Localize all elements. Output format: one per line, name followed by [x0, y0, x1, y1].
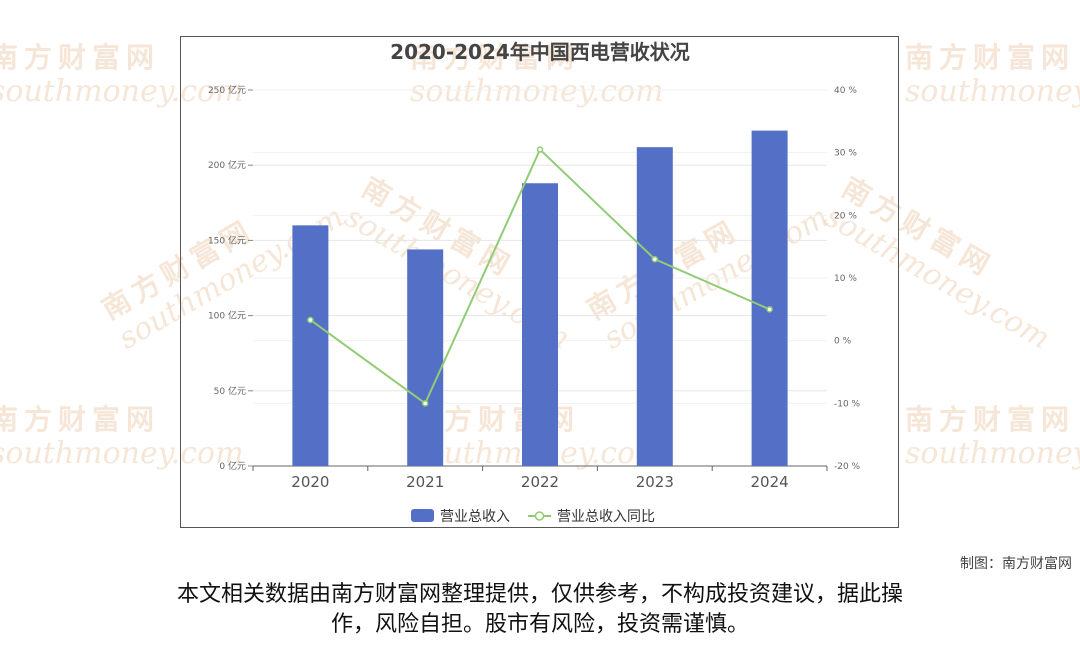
x-tick-label: 2022: [521, 473, 559, 491]
chart-credit: 制图：南方财富网: [960, 556, 1072, 572]
line-point: [766, 306, 773, 313]
y-right-tick-label: 20 %: [834, 211, 857, 221]
bar: [407, 249, 444, 466]
y-right-tick-label: -10 %: [834, 399, 861, 409]
disclaimer-line: 本文相关数据由南方财富网整理提供，仅供参考，不构成投资建议，据此操: [176, 582, 903, 607]
y-right-tick-label: 10 %: [834, 274, 857, 284]
line-series: [307, 146, 773, 407]
legend-item-bar[interactable]: 营业总收入: [411, 509, 510, 525]
x-tick-label: 2020: [291, 473, 329, 491]
bar-series: [292, 130, 788, 467]
bar: [292, 225, 329, 466]
legend[interactable]: 营业总收入 营业总收入同比: [411, 509, 655, 525]
y-right-tick-label: 30 %: [834, 149, 857, 159]
legend-label: 营业总收入同比: [557, 509, 655, 525]
y-right-tick-label: 0 %: [834, 337, 852, 347]
legend-item-line[interactable]: 营业总收入同比: [528, 509, 655, 525]
y-right-tick-label: 40 %: [834, 86, 857, 96]
axes: 0 亿元 50 亿元 100 亿元 150 亿元 200 亿元 250 亿元 -20 % -1…: [208, 84, 861, 491]
y-left-tick-label: 200 亿元: [208, 159, 246, 171]
line-point: [307, 316, 314, 324]
x-tick-label: 2023: [636, 473, 674, 491]
bar: [751, 130, 788, 466]
legend-line-marker: [534, 511, 545, 521]
legend-label: 营业总收入: [440, 509, 510, 525]
y-left-tick-label: 100 亿元: [208, 310, 246, 322]
chart-frame: [180, 36, 899, 528]
bar: [522, 183, 558, 467]
y-left-tick-label: 150 亿元: [208, 234, 246, 246]
y-left-tick-label: 50 亿元: [214, 385, 246, 397]
disclaimer-line: 作，风险自担。股市有风险，投资需谨慎。: [330, 612, 749, 637]
x-tick-label: 2021: [406, 473, 444, 491]
disclaimer: 本文相关数据由南方财富网整理提供，仅供参考，不构成投资建议，据此操 作，风险自担…: [60, 580, 1020, 640]
x-tick-label: 2024: [751, 473, 789, 491]
line-point: [421, 400, 429, 407]
y-left-tick-label: 250 亿元: [208, 84, 246, 96]
line-point: [536, 146, 544, 153]
bar: [636, 147, 673, 467]
y-left-tick-label: 0 亿元: [219, 460, 246, 472]
chart-title: 2020-2024年中国西电营收状况: [390, 40, 690, 64]
line-point: [651, 255, 659, 263]
legend-bar-swatch: [411, 509, 434, 522]
y-right-tick-label: -20 %: [834, 462, 861, 472]
